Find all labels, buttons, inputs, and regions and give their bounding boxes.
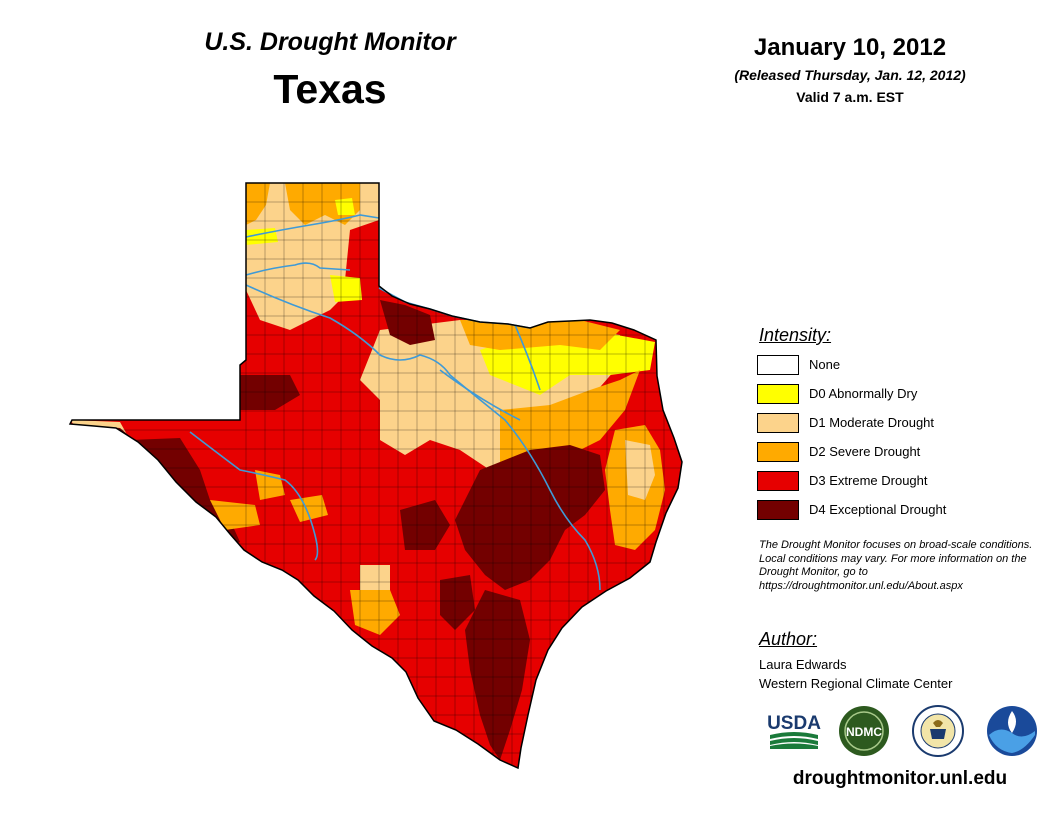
region-d1-edwards <box>360 565 390 590</box>
river-trinity <box>514 324 541 391</box>
usda-logo: USDA <box>766 705 822 751</box>
noaa-logo <box>986 705 1038 757</box>
map-date: January 10, 2012 <box>753 34 947 61</box>
legend-swatch <box>757 384 799 404</box>
region-d0-panhandle-n <box>335 198 355 215</box>
region-d4-south-central <box>440 575 475 630</box>
river-prairie-dog <box>245 262 351 276</box>
legend-swatch <box>757 500 799 520</box>
legend-label: D3 Extreme Drought <box>809 473 928 488</box>
legend-label: D4 Exceptional Drought <box>809 502 947 517</box>
commerce-seal-logo <box>912 705 964 757</box>
map-title: U.S. Drought Monitor <box>204 28 456 56</box>
region-d4-north <box>380 300 435 345</box>
region-d4-central <box>455 445 605 590</box>
usda-logo-text: USDA <box>767 713 821 734</box>
author-heading: Author: <box>759 629 818 649</box>
region-d3-panhandle-e <box>345 220 379 295</box>
website-url[interactable]: droughtmonitor.unl.edu <box>792 768 1008 789</box>
legend-label: None <box>809 357 841 372</box>
region-d4-permian <box>240 375 300 410</box>
region-d0-panhandle-s <box>330 275 362 302</box>
author-organization: Western Regional Climate Center <box>759 676 953 691</box>
region-d1-east <box>625 440 655 500</box>
legend-swatch <box>757 355 799 375</box>
disclaimer-note: The Drought Monitor focuses on broad-sca… <box>759 539 1033 592</box>
region-d4-south <box>465 590 530 760</box>
state-name: Texas <box>273 66 387 112</box>
legend-heading: Intensity: <box>759 325 832 345</box>
ndmc-logo-text: NDMC <box>846 725 882 739</box>
legend-swatch <box>757 442 799 462</box>
legend-swatch <box>757 471 799 491</box>
state-outline <box>68 182 683 770</box>
river-colorado <box>439 369 521 421</box>
release-date: (Released Thursday, Jan. 12, 2012) <box>734 67 966 83</box>
region-d2-west-b <box>290 495 328 522</box>
texas-drought-map <box>68 182 683 770</box>
river-rio-grande <box>189 431 319 561</box>
legend-label: D2 Severe Drought <box>809 444 921 459</box>
region-d2-west-c <box>210 500 260 530</box>
author-name: Laura Edwards <box>759 657 847 672</box>
valid-time: Valid 7 a.m. EST <box>796 89 904 105</box>
region-d2-panhandle-nw <box>246 183 270 225</box>
legend-swatch <box>757 413 799 433</box>
region-d3-base <box>70 183 682 768</box>
legend-label: D1 Moderate Drought <box>809 415 935 430</box>
river-canadian <box>245 214 380 238</box>
river-brazos <box>245 284 601 591</box>
legend-label: D0 Abnormally Dry <box>809 386 918 401</box>
ndmc-logo: NDMC <box>838 705 890 757</box>
